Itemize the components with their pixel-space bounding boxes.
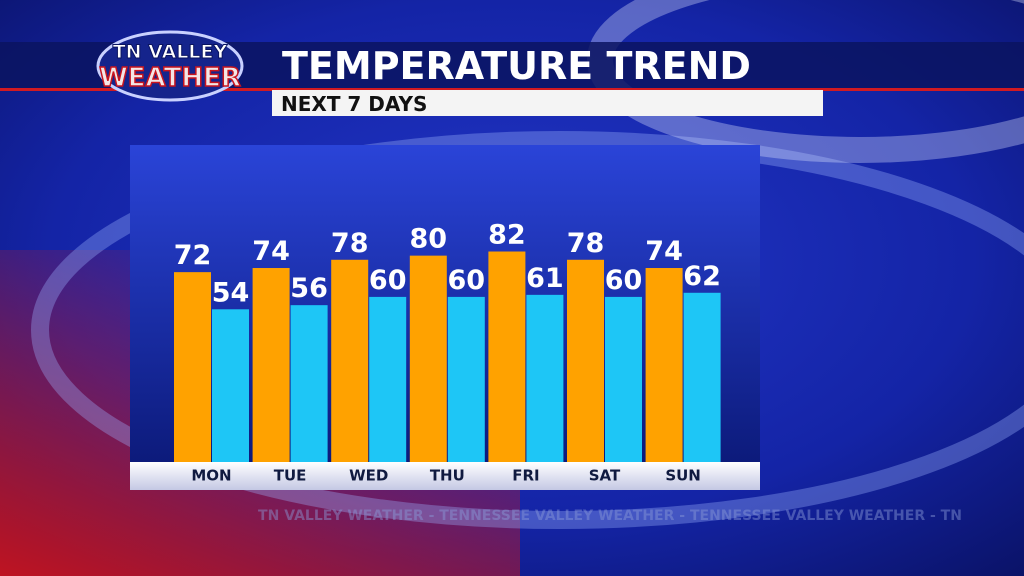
- bar: [447, 296, 485, 462]
- bar: [369, 296, 407, 462]
- x-tick-label: THU: [430, 467, 465, 485]
- bar: [409, 255, 447, 462]
- value-label: 54: [212, 277, 250, 308]
- value-label: 60: [448, 265, 486, 296]
- chart-subtitle: NEXT 7 DAYS: [281, 92, 427, 116]
- bar: [645, 268, 683, 462]
- logo-line1: TN VALLEY: [113, 41, 228, 63]
- value-label: 78: [567, 228, 605, 259]
- value-label: 56: [290, 273, 328, 304]
- value-label: 78: [331, 228, 369, 259]
- bar: [331, 259, 369, 462]
- x-tick-label: MON: [191, 467, 231, 485]
- label-strip: [130, 462, 760, 490]
- bar: [488, 251, 526, 462]
- x-tick-label: WED: [349, 467, 388, 485]
- x-tick-label: SAT: [589, 467, 621, 485]
- plot: 7254MON7456TUE7860WED8060THU8261FRI7860S…: [174, 220, 721, 485]
- logo-badge: [96, 30, 244, 102]
- value-label: 60: [605, 265, 643, 296]
- bar: [567, 259, 604, 462]
- chart-title: TEMPERATURE TREND: [282, 44, 751, 88]
- value-label: 80: [410, 224, 448, 255]
- value-label: 82: [488, 220, 526, 251]
- watermark: TN VALLEY WEATHER - TENNESSEE VALLEY WEA…: [258, 508, 962, 524]
- bar: [526, 294, 564, 462]
- swoosh-ring: [31, 131, 1024, 529]
- bar: [212, 309, 249, 462]
- bar: [290, 305, 328, 462]
- value-label: 62: [683, 261, 721, 292]
- x-tick-label: SUN: [665, 467, 701, 485]
- bar: [252, 268, 290, 462]
- bar: [174, 272, 211, 462]
- value-label: 61: [526, 263, 564, 294]
- bar: [605, 296, 642, 462]
- bar: [683, 292, 721, 462]
- value-label: 72: [174, 240, 212, 271]
- x-tick-label: TUE: [274, 467, 307, 485]
- logo-line2: WEATHER: [99, 63, 241, 93]
- value-label: 74: [252, 236, 290, 267]
- value-label: 60: [369, 265, 407, 296]
- header-rule: [0, 88, 1024, 91]
- value-label: 74: [645, 236, 683, 267]
- x-tick-label: FRI: [512, 467, 539, 485]
- subtitle-bar: [272, 90, 823, 116]
